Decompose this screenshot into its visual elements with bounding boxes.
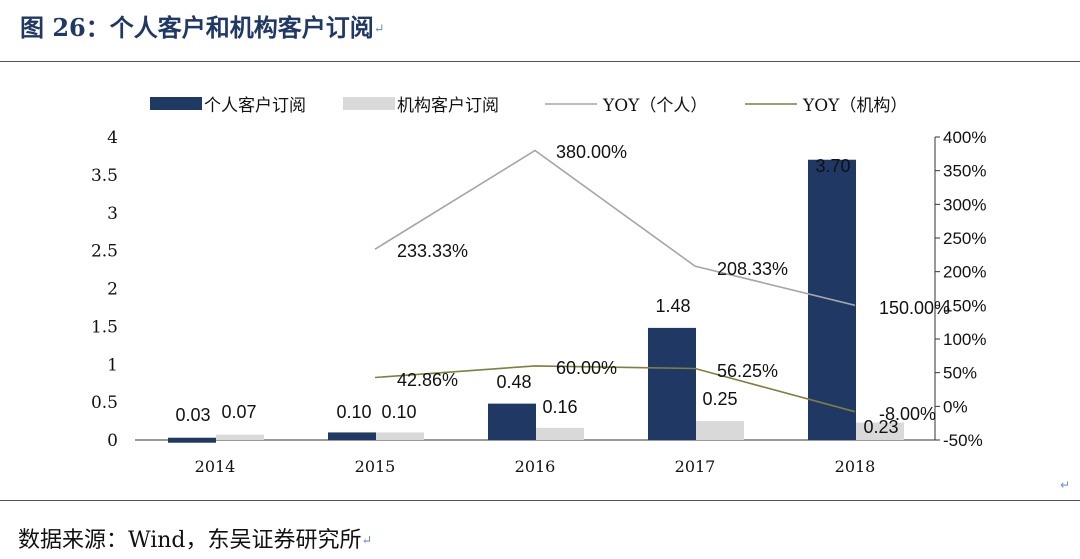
- legend-swatch: [343, 97, 395, 110]
- right-tick-label: -50%: [943, 431, 983, 450]
- x-tick-label: 2016: [515, 457, 556, 476]
- left-tick-label: 1.5: [91, 317, 118, 337]
- line-label-yoy-institution: 42.86%: [397, 370, 458, 390]
- x-tick-label: 2014: [195, 457, 236, 476]
- legend-swatch: [150, 97, 202, 110]
- legend-label: YOY（机构）: [802, 96, 907, 116]
- bar-institution: [856, 422, 904, 440]
- bar-personal: [168, 437, 216, 443]
- bar-personal: [648, 327, 696, 440]
- line-label-yoy-institution: -8.00%: [879, 404, 936, 424]
- line-label-yoy-personal: 233.33%: [397, 241, 468, 261]
- legend-label: 机构客户订阅: [397, 96, 499, 115]
- legend-label: 个人客户订阅: [204, 96, 306, 115]
- right-tick-label: 250%: [943, 229, 986, 248]
- left-tick-label: 0.5: [91, 393, 118, 413]
- legend-label: YOY（个人）: [602, 96, 707, 116]
- return-mark-right: ↵: [1060, 478, 1071, 492]
- line-yoy-institution: [374, 365, 856, 413]
- x-tick-label: 2015: [355, 457, 396, 476]
- left-tick-label: 3.5: [91, 166, 118, 186]
- x-tick-label: 2017: [675, 457, 716, 476]
- bar-personal: [488, 403, 536, 440]
- line-label-yoy-personal: 208.33%: [717, 259, 788, 279]
- bar-label-institution: 0.25: [702, 389, 737, 409]
- bar-label-institution: 0.16: [542, 397, 577, 417]
- line-yoy-personal: [374, 149, 856, 307]
- line-label-yoy-institution: 60.00%: [556, 358, 617, 378]
- right-tick-label: 400%: [943, 128, 986, 147]
- left-tick-label: 2: [107, 280, 118, 300]
- bar-label-personal: 0.10: [336, 402, 371, 422]
- line-label-yoy-personal: 150.00%: [879, 298, 950, 318]
- left-tick-label: 0: [107, 431, 118, 451]
- bar-label-institution: 0.07: [221, 402, 256, 422]
- bar-personal: [328, 432, 376, 440]
- bar-label-institution: 0.10: [381, 402, 416, 422]
- bar-label-personal: 0.03: [175, 405, 210, 425]
- right-tick-label: 350%: [943, 162, 986, 181]
- source-note: 数据来源：Wind，东吴证券研究所↵: [18, 528, 373, 553]
- return-mark: ↵: [361, 533, 373, 549]
- figure-title: 图 26：个人客户和机构客户订阅↵: [20, 13, 385, 42]
- top-divider: [0, 61, 1080, 62]
- left-tick-label: 1: [107, 355, 118, 375]
- left-tick-label: 3: [107, 204, 118, 224]
- right-tick-label: 150%: [943, 296, 986, 315]
- bar-institution: [216, 434, 264, 440]
- bar-institution: [536, 427, 584, 440]
- right-tick-label: 100%: [943, 330, 986, 349]
- bar-label-personal: 0.48: [496, 372, 531, 392]
- right-tick-label: 50%: [943, 364, 977, 383]
- right-tick-label: 300%: [943, 195, 986, 214]
- line-label-yoy-institution: 56.25%: [717, 361, 778, 381]
- bar-label-personal: 3.70: [815, 156, 850, 176]
- bar-label-personal: 1.48: [655, 296, 690, 316]
- left-tick-label: 2.5: [91, 242, 118, 262]
- bar-institution: [696, 421, 744, 440]
- left-tick-label: 4: [107, 128, 118, 148]
- return-mark: ↵: [373, 22, 385, 37]
- right-tick-label: 0%: [943, 397, 968, 416]
- bar-label-institution: 0.23: [863, 417, 898, 437]
- line-label-yoy-personal: 380.00%: [556, 142, 627, 162]
- bar-institution: [376, 432, 424, 440]
- bottom-divider: [0, 500, 1080, 501]
- right-tick-label: 200%: [943, 263, 986, 282]
- x-tick-label: 2018: [835, 457, 876, 476]
